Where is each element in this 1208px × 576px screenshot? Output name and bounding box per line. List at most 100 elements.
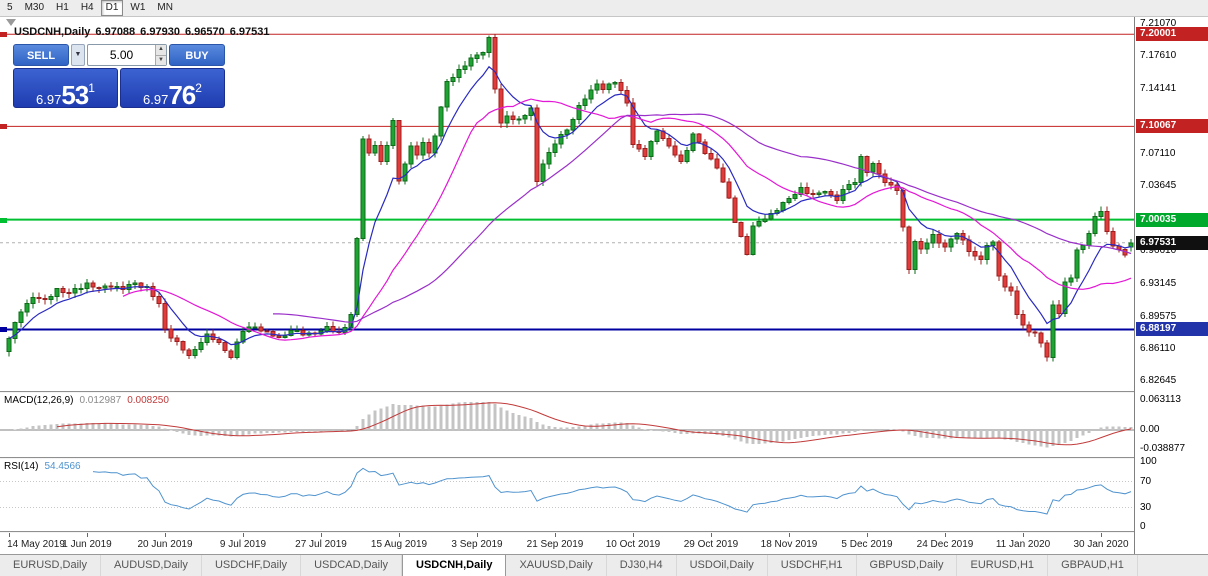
buy-price-big: 76 [168,80,196,110]
pane-separator [0,457,1208,459]
price-tick-label: 6.93145 [1140,277,1177,289]
chart-tab-eurusd[interactable]: EURUSD,Daily [0,555,101,576]
timeframe-toolbar: 5 M30 H1 H4 D1 W1 MN [0,0,1208,17]
date-label: 3 Sep 2019 [451,539,503,550]
date-label: 18 Nov 2019 [760,539,818,550]
date-tick-mark [165,533,166,537]
macd-axis-label: 0.00 [1140,424,1160,435]
chart-tab-eurusd[interactable]: EURUSD,H1 [957,555,1049,576]
chart-tab-usdchf[interactable]: USDCHF,Daily [202,555,302,576]
sell-price-button[interactable]: 6.97531 [13,68,118,110]
price-tick-label: 6.89575 [1140,310,1177,322]
date-tick-mark [9,533,10,537]
price-tick-label: 7.07110 [1140,147,1176,159]
pane-separator [0,531,1208,533]
price-tick-label: 7.14141 [1140,82,1177,94]
timeframe-button-w1[interactable]: W1 [130,2,146,13]
price-tick-label: 7.03645 [1140,180,1177,192]
volume-value: 5.00 [109,48,134,62]
current-price-tag: 6.97531 [1136,235,1208,250]
date-tick-mark [243,533,244,537]
date-label: 24 Dec 2019 [916,539,974,550]
date-tick-mark [711,533,712,537]
volume-input[interactable]: 5.00 ▲ ▼ [87,44,167,66]
trade-panel-top-row: SELL ▼ 5.00 ▲ ▼ BUY [13,44,225,66]
level-price-tag: 7.10067 [1136,119,1208,134]
macd-main-value: 0.012987 [79,395,122,406]
rsi-pane[interactable]: RSI(14) 54.4566 [0,459,1134,531]
candlestick-chart[interactable] [0,17,1134,391]
volume-decrease-button[interactable]: ▼ [155,55,166,65]
timeframe-button-mn[interactable]: MN [157,2,173,13]
timeframe-button-h4[interactable]: H4 [80,2,94,13]
chart-tab-gbpaud[interactable]: GBPAUD,H1 [1048,555,1138,576]
buy-price-pip: 2 [195,81,202,95]
chart-tab-gbpusd[interactable]: GBPUSD,Daily [857,555,958,576]
date-tick-mark [87,533,88,537]
date-tick-mark [555,533,556,537]
chart-tab-usdoil[interactable]: USDOil,Daily [677,555,768,576]
buy-price-prefix: 6.97 [143,92,169,107]
date-tick-mark [477,533,478,537]
chart-tab-xauusd[interactable]: XAUUSD,Daily [506,555,607,576]
buy-button[interactable]: BUY [169,44,225,66]
date-label: 10 Oct 2019 [605,539,661,550]
macd-pane[interactable]: MACD(12,26,9) 0.012987 0.008250 [0,393,1134,457]
sell-price-pip: 1 [88,81,95,95]
date-tick-mark [867,533,868,537]
chart-tab-audusd[interactable]: AUDUSD,Daily [101,555,202,576]
date-tick-mark [789,533,790,537]
date-label: 27 Jul 2019 [295,539,347,550]
date-tick-mark [945,533,946,537]
date-tick-mark [633,533,634,537]
price-tick-label: 6.82645 [1140,375,1177,387]
chevron-down-icon: ▼ [74,51,82,58]
date-tick-mark [1101,533,1102,537]
date-label: 20 Jun 2019 [137,539,193,550]
date-label: 9 Jul 2019 [219,539,267,550]
sell-price-prefix: 6.97 [36,92,62,107]
timeframe-button-5[interactable]: 5 [7,2,13,13]
date-label: 5 Dec 2019 [841,539,893,550]
macd-title: MACD(12,26,9) 0.012987 0.008250 [4,395,169,406]
date-tick-mark [399,533,400,537]
chart-tab-usdcad[interactable]: USDCAD,Daily [301,555,403,576]
level-edge-marker [0,32,7,38]
macd-signal-value: 0.008250 [127,395,169,406]
rsi-name: RSI(14) [4,461,39,472]
date-tick-mark [321,533,322,537]
price-tick-label: 6.96610 [1140,245,1177,257]
volume-increase-button[interactable]: ▲ [155,45,166,56]
date-label: 1 Jun 2019 [62,539,112,550]
rsi-value: 54.4566 [44,461,81,472]
price-tick-label: 7.17610 [1140,50,1177,62]
timeframe-button-m30[interactable]: M30 [24,2,45,13]
main-chart-pane[interactable]: USDCNH,Daily 6.97088 6.97930 6.96570 6.97531… [0,17,1134,391]
timeframe-button-h1[interactable]: H1 [56,2,69,13]
level-edge-marker [0,327,7,333]
chart-tab-dj30[interactable]: DJ30,H4 [607,555,677,576]
chart-shift-marker [6,19,16,26]
chart-open-value: 6.97088 [95,26,136,38]
rsi-axis-label: 0 [1140,521,1146,532]
one-click-trade-panel: SELL ▼ 5.00 ▲ ▼ BUY 6.97531 6.97762 [13,44,225,110]
macd-axis-label: 0.063113 [1140,393,1181,405]
chart-tab-usdchf[interactable]: USDCHF,H1 [768,555,857,576]
chart-close-value: 6.97531 [229,26,270,38]
timeframe-button-d1[interactable]: D1 [100,0,124,16]
volume-dropdown-button[interactable]: ▼ [71,44,85,66]
chart-high-value: 6.97930 [140,26,180,38]
date-label: 14 May 2019 [7,539,65,550]
buy-price-button[interactable]: 6.97762 [120,68,225,110]
date-label: 29 Oct 2019 [683,539,739,550]
chart-low-value: 6.96570 [184,26,225,38]
date-axis[interactable]: 14 May 2019 1 Jun 2019 20 Jun 2019 9 Jul 20… [0,533,1134,554]
price-tick-label: 6.86110 [1140,342,1176,354]
price-axis[interactable]: 7.21070 7.17610 7.14141 7.07110 7.03645 6.966… [1134,17,1208,554]
chart-tab-bar: EURUSD,Daily AUDUSD,Daily USDCHF,Daily USDC… [0,554,1208,576]
trade-panel-price-row: 6.97531 6.97762 [13,68,225,110]
chart-symbol-period: USDCNH,Daily [14,26,91,38]
sell-button[interactable]: SELL [13,44,69,66]
chart-tab-usdcnh[interactable]: USDCNH,Daily [402,555,507,576]
